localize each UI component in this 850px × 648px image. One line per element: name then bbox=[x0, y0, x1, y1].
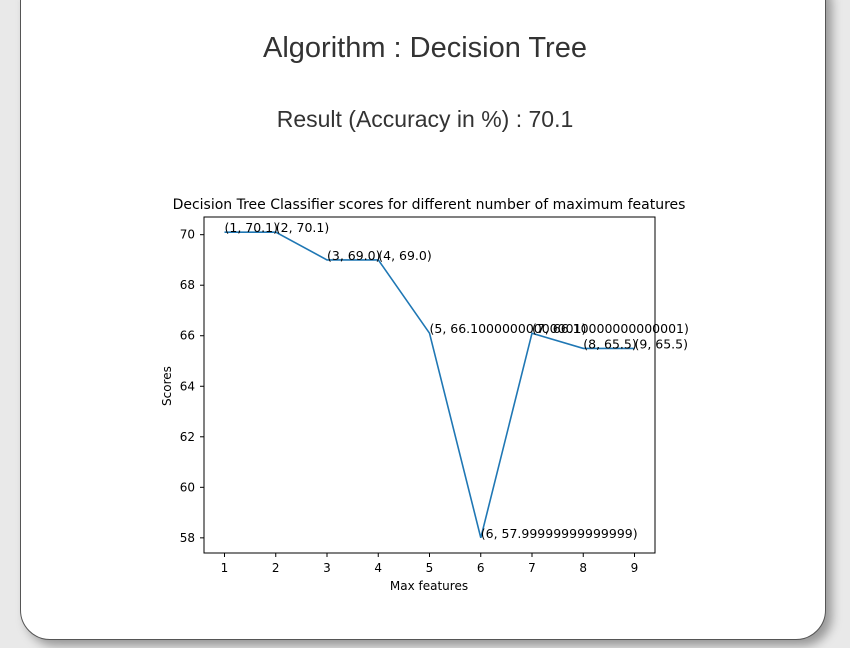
point-label: (7, 66.10000000000001) bbox=[532, 321, 689, 336]
y-tick-label: 58 bbox=[180, 531, 195, 545]
point-label: (3, 69.0) bbox=[327, 248, 381, 263]
result-card bbox=[20, 0, 826, 640]
y-tick-label: 68 bbox=[180, 278, 195, 292]
x-tick-label: 5 bbox=[426, 561, 434, 575]
y-tick-label: 66 bbox=[180, 329, 195, 343]
chart-title: Decision Tree Classifier scores for diff… bbox=[173, 197, 686, 213]
x-tick-label: 3 bbox=[323, 561, 331, 575]
x-tick-label: 7 bbox=[528, 561, 536, 575]
x-tick-label: 4 bbox=[374, 561, 382, 575]
plot-area bbox=[203, 216, 656, 554]
x-axis-label: Max features bbox=[390, 579, 468, 593]
point-label: (6, 57.99999999999999) bbox=[481, 526, 638, 541]
algorithm-heading: Algorithm : Decision Tree bbox=[263, 32, 587, 64]
point-label: (8, 65.5) bbox=[583, 336, 637, 351]
x-tick-label: 1 bbox=[221, 561, 229, 575]
x-tick-label: 9 bbox=[631, 561, 639, 575]
x-tick-label: 2 bbox=[272, 561, 280, 575]
y-tick-label: 64 bbox=[180, 379, 195, 393]
result-heading: Result (Accuracy in %) : 70.1 bbox=[276, 106, 574, 132]
x-tick-label: 8 bbox=[579, 561, 587, 575]
y-tick-label: 62 bbox=[180, 430, 195, 444]
y-axis-label: Scores bbox=[160, 366, 174, 406]
series-line bbox=[224, 231, 635, 538]
x-tick-label: 6 bbox=[477, 561, 485, 575]
point-label: (4, 69.0) bbox=[378, 248, 432, 263]
point-label: (1, 70.1) bbox=[225, 220, 279, 235]
y-tick-label: 60 bbox=[180, 480, 195, 494]
y-tick-label: 70 bbox=[180, 228, 195, 242]
point-label: (5, 66.10000000000001) bbox=[430, 321, 587, 336]
point-label: (9, 65.5) bbox=[635, 336, 689, 351]
point-label: (2, 70.1) bbox=[276, 220, 330, 235]
